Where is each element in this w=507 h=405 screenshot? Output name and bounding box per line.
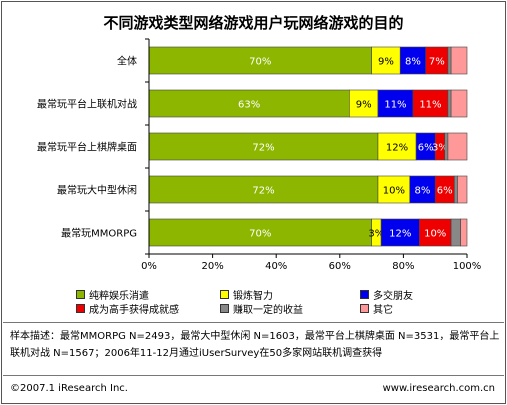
bar-segment — [418, 218, 452, 247]
bar-segment — [148, 89, 350, 118]
bar-value-label: 8% — [405, 57, 421, 68]
category-label: 最常玩MMORPG — [61, 227, 137, 240]
bar-value-label: 11% — [419, 100, 441, 111]
legend-label: 赚取一定的收益 — [233, 305, 303, 316]
x-tick-label: 40% — [265, 261, 287, 272]
bar-segment — [460, 218, 468, 247]
legend-swatch — [360, 290, 369, 299]
legend-item: 多交朋友 — [360, 287, 413, 302]
bar-value-label: 10% — [383, 186, 405, 197]
bar-segment — [450, 89, 468, 118]
bar-segment — [457, 175, 468, 204]
legend-label: 纯粹娱乐消遣 — [89, 291, 149, 302]
legend-label: 其它 — [373, 305, 393, 316]
bar-value-label: 6% — [437, 186, 453, 197]
x-tick-label: 0% — [141, 261, 157, 272]
bar-value-label: 12% — [386, 143, 408, 154]
bar-segment — [447, 89, 452, 118]
legend-label: 多交朋友 — [373, 291, 413, 302]
sample-note: 样本描述：最常MMORPG N=2493，最常大中型休闲 N=1603，最常平台… — [10, 331, 500, 359]
bar-value-label: 10% — [424, 229, 446, 240]
copyright-text: ©2007.1 iResearch Inc. — [10, 383, 128, 394]
bar-segment — [377, 89, 414, 118]
bar-value-label: 3% — [432, 143, 448, 154]
chart-title: 不同游戏类型网络游戏用户玩网络游戏的目的 — [103, 14, 404, 32]
divider-top — [3, 322, 504, 323]
bar-value-label: 9% — [356, 100, 372, 111]
category-label: 最常玩平台上棋牌桌面 — [37, 141, 137, 154]
legend-swatch — [220, 290, 229, 299]
bar-segment — [409, 175, 436, 204]
bar-segment — [447, 46, 452, 75]
bar-value-label: 72% — [252, 143, 274, 154]
x-tick-label: 20% — [201, 261, 223, 272]
bar-value-label: 11% — [384, 100, 406, 111]
legend-swatch — [76, 290, 85, 299]
bar-value-label: 70% — [249, 57, 271, 68]
legend-swatch — [360, 304, 369, 313]
bar-value-label: 8% — [415, 186, 431, 197]
legend-label: 锻炼智力 — [233, 291, 273, 302]
website-text: www.iresearch.com.cn — [382, 383, 495, 394]
x-tick-label: 100% — [453, 261, 482, 272]
bar-value-label: 70% — [249, 229, 271, 240]
legend-item: 赚取一定的收益 — [220, 301, 303, 316]
bar-segment — [450, 46, 468, 75]
divider-bottom — [3, 375, 504, 376]
category-label: 最常玩平台上联机对战 — [37, 98, 137, 111]
legend-item: 纯粹娱乐消遣 — [76, 287, 149, 302]
bar-segment — [349, 89, 379, 118]
stacked-bar-chart: 70% 9% 8% 7%63% 9% 11% 11%72% 12% 6%3%72% 10% 8% 6%… — [37, 38, 482, 272]
bar-segment — [377, 132, 417, 161]
bar-value-label: 63% — [238, 100, 260, 111]
legend-item: 成为高手获得成就感 — [76, 301, 179, 316]
category-label: 最常玩大中型休闲 — [57, 184, 137, 197]
bar-value-label: 6% — [418, 143, 434, 154]
bar-value-label: 72% — [252, 186, 274, 197]
bar-value-label: 12% — [389, 229, 411, 240]
bar-segment — [450, 218, 461, 247]
legend-swatch — [220, 304, 229, 313]
x-tick-label: 80% — [392, 261, 414, 272]
legend-swatch — [76, 304, 85, 313]
x-tick-label: 60% — [329, 261, 351, 272]
legend-item: 锻炼智力 — [220, 287, 273, 302]
bar-segment — [412, 89, 449, 118]
category-label: 全体 — [117, 55, 137, 68]
bar-segment — [453, 175, 458, 204]
legend-label: 成为高手获得成就感 — [89, 305, 179, 316]
bar-segment — [148, 175, 379, 204]
bar-segment — [377, 175, 411, 204]
bar-segment — [380, 218, 420, 247]
bar-segment — [444, 132, 449, 161]
bar-value-label: 7% — [429, 57, 445, 68]
bar-segment — [148, 132, 379, 161]
bar-value-label: 9% — [378, 57, 394, 68]
bar-segment — [371, 46, 401, 75]
bar-segment — [447, 132, 468, 161]
legend-item: 其它 — [360, 301, 393, 316]
bar-value-label: 3% — [368, 229, 384, 240]
